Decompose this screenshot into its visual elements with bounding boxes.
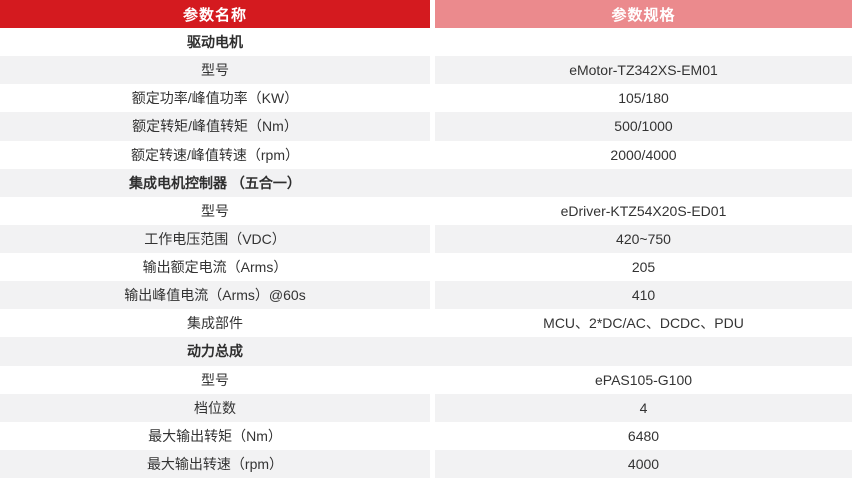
column-header-param-spec: 参数规格 [435, 0, 852, 28]
param-name-cell: 额定功率/峰值功率（KW） [0, 84, 430, 113]
param-value-cell: 4 [435, 393, 852, 422]
param-name-cell: 输出峰值电流（Arms）@60s [0, 281, 430, 310]
section-title: 动力总成 [187, 343, 243, 360]
section-title: 驱动电机 [187, 34, 243, 51]
table-header-row: 参数名称 参数规格 [0, 0, 857, 28]
param-name-cell: 型号 [0, 196, 430, 225]
table-row: 输出额定电流（Arms） 205 [0, 253, 857, 282]
spec-table-body: 驱动电机 型号 eMotor-TZ342XS-EM01 额定功率/峰值功率（KW… [0, 28, 857, 478]
table-row: 型号 ePAS105-G100 [0, 365, 857, 394]
param-name-cell: 最大输出转速（rpm） [0, 449, 430, 478]
param-value-cell: 420~750 [435, 224, 852, 253]
param-value-cell: 4000 [435, 449, 852, 478]
table-row: 输出峰值电流（Arms）@60s 410 [0, 281, 857, 310]
param-name-cell: 最大输出转矩（Nm） [0, 421, 430, 450]
param-name-cell: 额定转速/峰值转速（rpm） [0, 140, 430, 169]
table-row: 最大输出转矩（Nm） 6480 [0, 421, 857, 450]
param-name-cell: 工作电压范围（VDC） [0, 224, 430, 253]
column-header-param-name: 参数名称 [0, 0, 430, 28]
section-title: 集成电机控制器 （五合一） [129, 174, 301, 191]
param-name-cell: 档位数 [0, 393, 430, 422]
table-row: 集成部件 MCU、2*DC/AC、DCDC、PDU [0, 309, 857, 338]
table-row: 型号 eMotor-TZ342XS-EM01 [0, 56, 857, 85]
param-value-cell: 500/1000 [435, 112, 852, 141]
table-row: 额定功率/峰值功率（KW） 105/180 [0, 84, 857, 113]
section-row: 动力总成 [0, 337, 852, 366]
table-row: 最大输出转速（rpm） 4000 [0, 449, 857, 478]
param-value-cell: 105/180 [435, 84, 852, 113]
table-row: 额定转矩/峰值转矩（Nm） 500/1000 [0, 112, 857, 141]
param-value-cell: 2000/4000 [435, 140, 852, 169]
param-value-cell: 410 [435, 281, 852, 310]
table-row: 工作电压范围（VDC） 420~750 [0, 224, 857, 253]
param-value-cell: eDriver-KTZ54X20S-ED01 [435, 196, 852, 225]
table-row: 档位数 4 [0, 393, 857, 422]
param-value-cell: eMotor-TZ342XS-EM01 [435, 56, 852, 85]
table-row: 型号 eDriver-KTZ54X20S-ED01 [0, 196, 857, 225]
param-value-cell: MCU、2*DC/AC、DCDC、PDU [435, 309, 852, 338]
param-name-cell: 集成部件 [0, 309, 430, 338]
param-value-cell: 205 [435, 253, 852, 282]
section-row: 驱动电机 [0, 28, 852, 57]
param-name-cell: 输出额定电流（Arms） [0, 253, 430, 282]
section-row: 集成电机控制器 （五合一） [0, 168, 852, 197]
param-name-cell: 型号 [0, 365, 430, 394]
param-name-cell: 额定转矩/峰值转矩（Nm） [0, 112, 430, 141]
param-value-cell: ePAS105-G100 [435, 365, 852, 394]
param-value-cell: 6480 [435, 421, 852, 450]
table-row: 额定转速/峰值转速（rpm） 2000/4000 [0, 140, 857, 169]
param-name-cell: 型号 [0, 56, 430, 85]
